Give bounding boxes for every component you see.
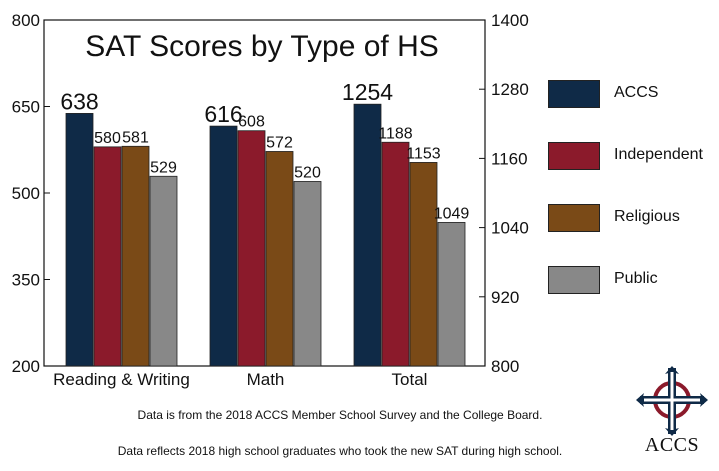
legend-item-religious: Religious [548, 204, 680, 232]
x-category-label: Reading & Writing [53, 370, 190, 389]
legend-label-accs: ACCS [614, 84, 659, 101]
legend-swatch-accs [548, 80, 600, 108]
bar [65, 113, 94, 367]
bar [121, 145, 150, 367]
accs-logo: ACCS [632, 366, 712, 466]
legend-label-public: Public [614, 270, 658, 287]
y-right-tick-label: 800 [491, 357, 519, 376]
y-right-tick-label: 1280 [491, 80, 529, 99]
data-label: 608 [238, 114, 265, 131]
cross-emblem-icon [636, 366, 708, 436]
legend-label-religious: Religious [614, 208, 680, 225]
y-right-tick-label: 920 [491, 288, 519, 307]
bar [209, 125, 238, 367]
y-right-tick-label: 1040 [491, 219, 529, 238]
data-label: 1188 [378, 125, 413, 142]
x-category-label: Total [392, 370, 428, 389]
data-label: 638 [60, 88, 98, 114]
data-label: 1153 [406, 145, 441, 162]
y-left-tick-label: 800 [12, 11, 40, 30]
legend-item-independent: Independent [548, 142, 703, 170]
legend-item-public: Public [548, 266, 658, 294]
legend-swatch-religious [548, 204, 600, 232]
bar [293, 181, 322, 367]
data-label: 529 [150, 159, 177, 176]
legend-label-independent: Independent [614, 146, 703, 163]
x-category-label: Math [247, 370, 285, 389]
bar [353, 103, 382, 367]
y-left-tick-label: 350 [12, 271, 40, 290]
source-note: Data is from the 2018 ACCS Member School… [137, 408, 543, 422]
logo-text: ACCS [644, 434, 700, 456]
data-label: 520 [294, 164, 321, 181]
y-left-tick-label: 650 [12, 98, 40, 117]
y-left-tick-label: 500 [12, 184, 40, 203]
bar [93, 146, 122, 367]
y-right-tick-label: 1400 [491, 11, 529, 30]
data-label: 616 [204, 101, 242, 127]
population-note: Data reflects 2018 high school graduates… [117, 444, 563, 458]
bar [149, 175, 178, 367]
legend-swatch-independent [548, 142, 600, 170]
y-right-tick-label: 1160 [491, 149, 528, 168]
bar [381, 141, 410, 367]
bar [437, 222, 466, 367]
bar [237, 130, 266, 367]
bar [409, 162, 438, 367]
y-left-tick-label: 200 [12, 357, 40, 376]
data-label: 580 [94, 130, 121, 147]
legend-item-accs: ACCS [548, 80, 658, 108]
data-label: 1254 [342, 79, 393, 105]
legend-swatch-public [548, 266, 600, 294]
data-label: 581 [122, 129, 149, 146]
data-label: 1049 [434, 205, 470, 222]
bar [265, 151, 294, 367]
data-label: 572 [266, 134, 293, 151]
chart-title: SAT Scores by Type of HS [85, 30, 439, 63]
